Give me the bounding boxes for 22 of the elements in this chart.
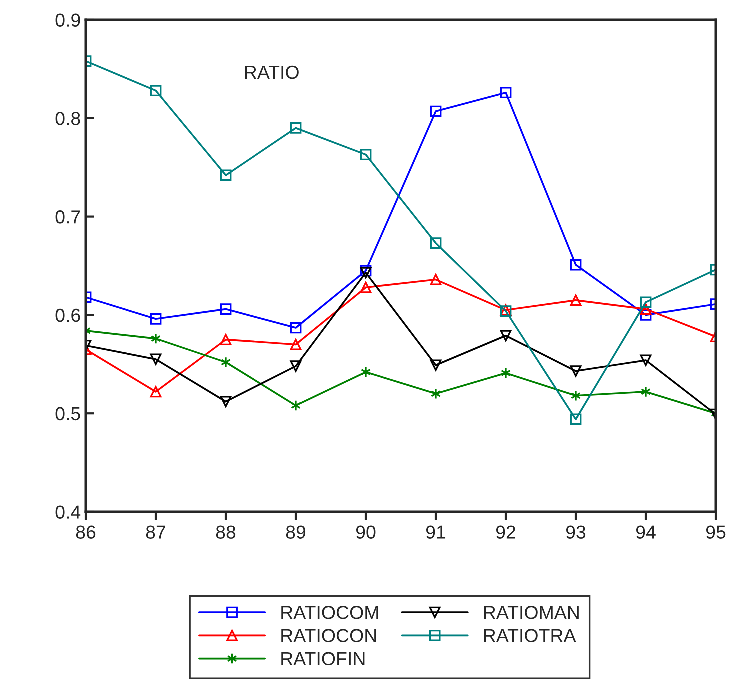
x-tick-label: 88 [216, 526, 236, 539]
x-tick-label: 87 [146, 526, 166, 539]
x-tick-label: 92 [496, 526, 516, 539]
legend-label: RATIOTRA [484, 629, 576, 642]
legend-label: RATIOCOM [282, 606, 378, 620]
x-tick-label: 89 [286, 526, 306, 539]
y-tick-label: 0.8 [56, 112, 80, 126]
x-tick-label: 86 [76, 526, 96, 539]
legend-label: RATIOFIN [282, 652, 365, 666]
text: RATIO [245, 66, 299, 80]
y-tick-label: 0.7 [56, 210, 80, 224]
x-tick-label: 91 [426, 526, 446, 539]
y-tick-label: 0.9 [56, 14, 80, 27]
y-tick-label: 0.4 [56, 506, 81, 519]
x-tick-label: 95 [706, 526, 726, 539]
y-tick-label: 0.6 [56, 308, 80, 322]
x-tick-label: 90 [356, 526, 376, 539]
x-tick-label: 93 [566, 526, 586, 539]
x-tick-label: 94 [636, 526, 656, 539]
legend-label: RATIOCON [282, 629, 376, 642]
y-tick-label: 0.5 [56, 407, 80, 421]
legend-label: RATIOMAN [484, 606, 579, 620]
